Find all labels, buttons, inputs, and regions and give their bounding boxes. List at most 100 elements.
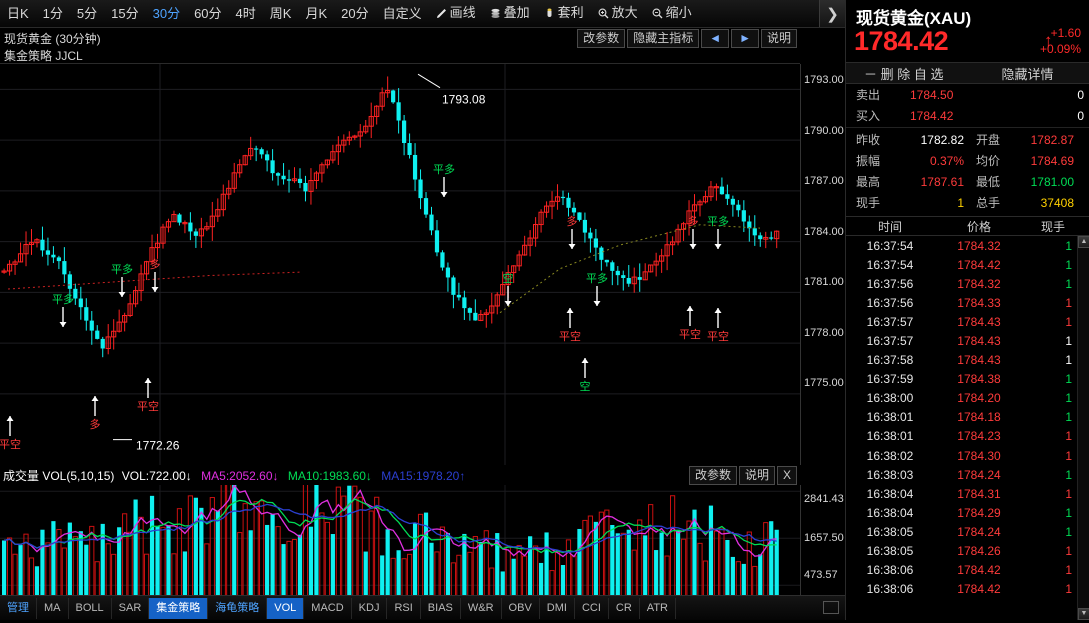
tick-volume: 1 [1065,353,1072,368]
tick-price: 1784.42 [957,582,1001,597]
tick-time: 16:37:54 [866,257,914,272]
candlestick-plot[interactable]: 1793.08 1772.26 平空多平空 平多 平多多平多空平空多平多空平空 平空多平多 [0,64,800,465]
tick-volume: 1 [1065,238,1072,253]
layers-icon [490,7,501,23]
tick-price: 1784.32 [957,238,1001,253]
volume-close-button[interactable]: X [776,466,797,485]
indicator-kdj-button[interactable]: KDJ [352,597,388,619]
tick-row[interactable]: 16:38:05 1784.24 1 [846,522,1078,541]
header-divider [0,63,800,64]
indicator-sar-button[interactable]: SAR [112,597,150,619]
tick-row[interactable]: 16:38:05 1784.26 1 [846,542,1078,561]
volume-help-button[interactable]: 说明 [738,466,775,485]
tick-table[interactable]: 16:37:54 1784.32 1 16:37:54 1784.42 1 16:37:56… [846,236,1078,599]
period-arbitrage-13[interactable]: 套利 [537,2,591,26]
period-btn-2[interactable]: 5分 [70,3,104,25]
period-pencil-11[interactable]: 画线 [429,2,483,26]
tick-row[interactable]: 16:37:57 1784.43 1 [846,331,1078,350]
period-zoom-in-14[interactable]: 放大 [591,2,645,26]
indicator-vol-button[interactable]: VOL [267,597,305,619]
period-btn-7[interactable]: 周K [263,3,299,25]
tick-time: 16:37:54 [866,238,914,253]
indicator-ma-button[interactable]: MA [37,597,69,619]
scroll-right-button[interactable]: ► [731,29,759,48]
tick-time: 16:38:04 [866,486,914,501]
tick-row[interactable]: 16:37:56 1784.32 1 [846,274,1078,293]
period-btn-1[interactable]: 1分 [36,3,70,25]
scroll-up-icon[interactable]: ▲ [1078,236,1089,248]
tick-row[interactable]: 16:38:06 1784.42 1 [846,580,1078,599]
chart-low-label: 1772.26 [136,439,180,453]
indicator--button[interactable]: 海龟策略 [208,597,268,619]
indicator-cci-button[interactable]: CCI [575,597,609,619]
tick-row[interactable]: 16:37:56 1784.33 1 [846,293,1078,312]
remove-from-watchlist-button[interactable]: － 删 除 自 选 [864,66,944,82]
indicator-macd-button[interactable]: MACD [304,597,352,619]
tick-volume: 1 [1065,448,1072,463]
tick-row[interactable]: 16:38:03 1784.24 1 [846,465,1078,484]
period-zoom-out-15[interactable]: 缩小 [645,2,699,26]
scroll-left-button[interactable]: ◄ [701,29,730,48]
tick-row[interactable]: 16:37:54 1784.32 1 [846,236,1078,255]
tick-volume: 1 [1065,391,1072,406]
period-btn-5[interactable]: 60分 [187,3,228,25]
tick-scrollbar[interactable]: ▲ ▼ [1077,236,1089,620]
volume-change-params-button[interactable]: 改参数 [688,466,737,485]
tick-row[interactable]: 16:38:01 1784.23 1 [846,427,1078,446]
indicator-obv-button[interactable]: OBV [502,597,540,619]
indicator-bias-button[interactable]: BIAS [421,597,461,619]
indicator-rsi-button[interactable]: RSI [387,597,421,619]
tick-price: 1784.23 [957,429,1001,444]
indicator-dmi-button[interactable]: DMI [540,597,575,619]
chart-area: 现货黄金 (30分钟) 集金策略 JJCL 改参数 隐藏主指标 ◄ ► 说明 1… [0,28,845,619]
indicator--button[interactable]: 集金策略 [149,597,209,619]
period-btn-6[interactable]: 4时 [229,3,263,25]
resize-corner-icon[interactable] [823,601,839,614]
period-btn-3[interactable]: 15分 [104,3,145,25]
period-btn-0[interactable]: 日K [0,3,36,25]
tick-time: 16:38:04 [866,505,914,520]
indicator-atr-button[interactable]: ATR [640,597,676,619]
period-btn-4[interactable]: 30分 [146,3,187,25]
tick-row[interactable]: 16:38:00 1784.20 1 [846,389,1078,408]
tick-row[interactable]: 16:38:06 1784.42 1 [846,561,1078,580]
hide-details-button[interactable]: 隐藏详情 [1001,66,1054,82]
tick-row[interactable]: 16:37:59 1784.38 1 [846,370,1078,389]
tick-price: 1784.29 [957,505,1001,520]
scroll-down-icon[interactable]: ▼ [1078,608,1089,620]
signal-label: 平多 [586,271,608,285]
tick-row[interactable]: 16:37:58 1784.43 1 [846,351,1078,370]
tick-price: 1784.18 [957,410,1001,425]
period-btn-8[interactable]: 月K [298,3,334,25]
tick-row[interactable]: 16:37:54 1784.42 1 [846,255,1078,274]
indicator-wr-button[interactable]: W&R [461,597,502,619]
hide-main-indicator-button[interactable]: 隐藏主指标 [627,29,700,48]
period-btn-9[interactable]: 20分 [334,3,375,25]
period-btn-10[interactable]: 自定义 [376,3,429,25]
price-direction-icon: ↑ [1044,31,1053,50]
quote-stat-row: 最高 1787.61 最低 1781.00 [846,171,1089,192]
tick-volume: 1 [1065,467,1072,482]
tick-row[interactable]: 16:37:57 1784.43 1 [846,312,1078,331]
period-layers-12[interactable]: 叠加 [483,2,537,26]
tick-row[interactable]: 16:38:04 1784.31 1 [846,484,1078,503]
stat-label-left: 振幅 [856,154,881,168]
stat-label-right: 开盘 [976,133,1001,147]
price-tick: 1790.00 [804,124,844,137]
chart-high-label: 1793.08 [442,93,486,107]
tick-row[interactable]: 16:38:02 1784.30 1 [846,446,1078,465]
volume-ma10-value: MA10:1983.60↓ [287,469,372,483]
tick-row[interactable]: 16:38:01 1784.18 1 [846,408,1078,427]
chart-help-button[interactable]: 说明 [760,29,797,48]
volume-plot[interactable] [0,485,800,604]
indicator-boll-button[interactable]: BOLL [69,597,112,619]
toolbar-next-button[interactable]: ❯ [819,0,845,27]
tick-row[interactable]: 16:38:04 1784.29 1 [846,503,1078,522]
change-params-button[interactable]: 改参数 [577,29,626,48]
stat-label-right: 均价 [976,154,1001,168]
tick-volume: 1 [1065,429,1072,444]
indicator-cr-button[interactable]: CR [609,597,640,619]
indicator--button[interactable]: 管理 [0,597,37,619]
price-tick: 1784.00 [804,225,844,238]
